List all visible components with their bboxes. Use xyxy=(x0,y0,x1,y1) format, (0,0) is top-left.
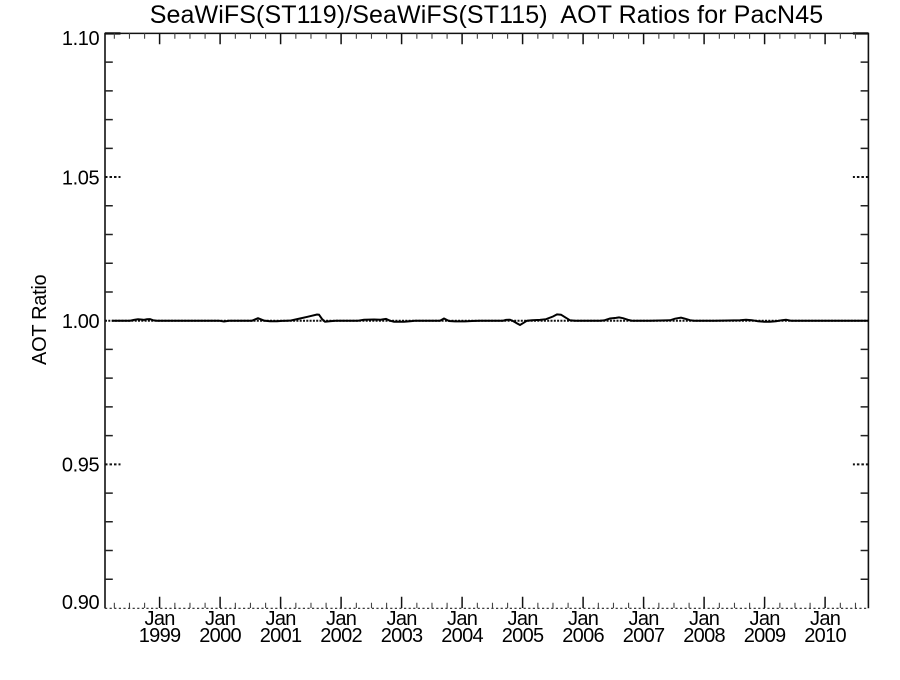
svg-text:2005: 2005 xyxy=(502,625,544,647)
svg-text:Jan: Jan xyxy=(205,608,235,630)
svg-text:1.05: 1.05 xyxy=(62,167,100,189)
svg-text:Jan: Jan xyxy=(810,608,840,630)
svg-text:2003: 2003 xyxy=(381,625,423,647)
svg-text:0.90: 0.90 xyxy=(62,592,100,614)
svg-text:1.00: 1.00 xyxy=(62,311,100,333)
svg-text:2001: 2001 xyxy=(260,625,302,647)
svg-text:Jan: Jan xyxy=(266,608,296,630)
svg-text:1999: 1999 xyxy=(139,625,181,647)
svg-text:2007: 2007 xyxy=(623,625,665,647)
svg-text:SeaWiFS(ST119)/SeaWiFS(ST115): SeaWiFS(ST119)/SeaWiFS(ST115) AOT Ratios… xyxy=(150,1,823,29)
svg-text:Jan: Jan xyxy=(629,608,659,630)
svg-text:Jan: Jan xyxy=(508,608,538,630)
svg-text:1.10: 1.10 xyxy=(62,28,100,50)
svg-text:2008: 2008 xyxy=(683,625,725,647)
svg-text:Jan: Jan xyxy=(326,608,356,630)
svg-text:2000: 2000 xyxy=(199,625,241,647)
svg-text:2002: 2002 xyxy=(320,625,362,647)
svg-text:2010: 2010 xyxy=(804,625,846,647)
svg-text:2004: 2004 xyxy=(441,625,483,647)
svg-text:Jan: Jan xyxy=(689,608,719,630)
svg-text:AOT Ratio: AOT Ratio xyxy=(29,274,51,364)
svg-text:Jan: Jan xyxy=(387,608,417,630)
svg-text:Jan: Jan xyxy=(568,608,598,630)
svg-text:2006: 2006 xyxy=(562,625,604,647)
svg-text:Jan: Jan xyxy=(447,608,477,630)
svg-text:Jan: Jan xyxy=(750,608,780,630)
svg-text:Jan: Jan xyxy=(145,608,175,630)
svg-text:2009: 2009 xyxy=(744,625,786,647)
svg-text:0.95: 0.95 xyxy=(62,455,100,477)
